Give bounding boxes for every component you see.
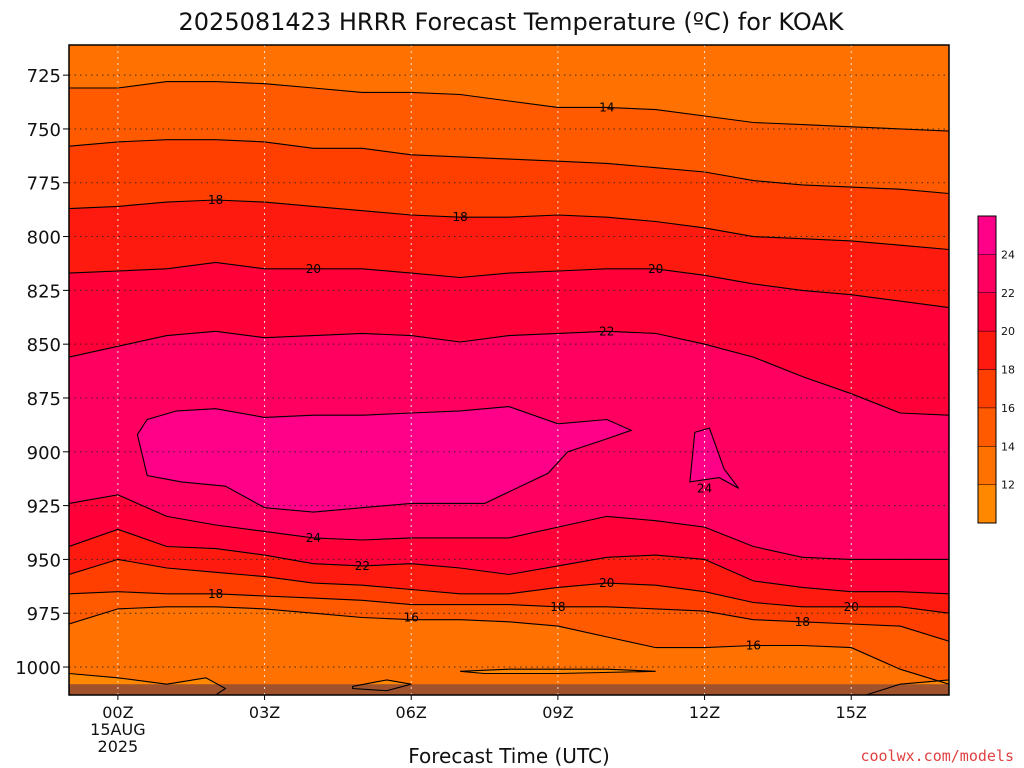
- ground-surface: [69, 684, 949, 695]
- y-tick-label: 875: [27, 389, 61, 410]
- contour-line: [460, 668, 656, 675]
- x-tick-label: 00Z: [102, 703, 133, 722]
- contour-line: [69, 606, 949, 685]
- contour-line: [136, 406, 633, 513]
- contour-label: 16: [404, 611, 419, 625]
- colorbar-label: 18: [1001, 364, 1015, 377]
- y-tick-label: 725: [27, 66, 61, 87]
- y-axis: 725 750 775 800 825 850 875 900 925 950 975 1000: [15, 66, 69, 679]
- contour-label: 20: [844, 600, 859, 614]
- contour-lines: [69, 81, 949, 695]
- contour-line: [69, 139, 949, 195]
- contour-line: [689, 427, 740, 489]
- y-tick-label: 900: [27, 443, 61, 464]
- contour-label: 16: [746, 638, 761, 652]
- contour-label: 14: [599, 100, 614, 114]
- y-tick-label: 975: [27, 604, 61, 625]
- contour-label: 22: [599, 324, 614, 338]
- contour-line: [69, 558, 949, 614]
- x-tick-label: 09Z: [542, 703, 573, 722]
- temp-band: [69, 606, 949, 695]
- grid-lines: [69, 45, 949, 695]
- contour-label: 18: [208, 587, 223, 601]
- y-tick-label: 1000: [15, 658, 61, 679]
- colorbar-segment: [978, 331, 996, 370]
- y-tick-label: 825: [27, 281, 61, 302]
- credit-text: coolwx.com/models: [860, 747, 1014, 765]
- contour-line: [69, 528, 949, 595]
- contour-label: 24: [306, 531, 321, 545]
- colorbar-segment: [978, 484, 996, 524]
- x-axis-label: Forecast Time (UTC): [408, 744, 610, 768]
- colorbar-label: 24: [1001, 248, 1015, 261]
- contour-label: 22: [355, 559, 370, 573]
- temp-pocket: [137, 406, 632, 513]
- colorbar-segment: [978, 369, 996, 409]
- y-tick-label: 950: [27, 550, 61, 571]
- colorbar-segment: [978, 216, 996, 255]
- colorbar-segment: [978, 446, 996, 486]
- temp-pocket: [689, 428, 739, 489]
- y-tick-label: 800: [27, 228, 61, 249]
- contour-line: [69, 494, 949, 560]
- plot-frame: [68, 44, 950, 696]
- temp-pocket: [460, 669, 656, 674]
- contour-line: [69, 81, 949, 132]
- contour-label: 18: [452, 210, 467, 224]
- colorbar-label: 20: [1001, 325, 1015, 338]
- colorbar-segment: [978, 407, 996, 447]
- contour-line: [865, 679, 949, 695]
- colorbar-label: 12: [1001, 479, 1015, 492]
- colorbar-segment: [978, 292, 996, 332]
- contour-label: 18: [208, 193, 223, 207]
- plot-area: [69, 45, 949, 695]
- contour-labels: 14 18 18 20 20 22 24 24 22 20 20 18 18 18 16 16: [208, 100, 859, 652]
- x-tick-label: 06Z: [396, 703, 427, 722]
- x-tick-label: 15Z: [836, 703, 867, 722]
- contour-label: 20: [306, 262, 321, 276]
- colorbar-label: 16: [1001, 402, 1015, 415]
- contour-line: [69, 672, 227, 695]
- contour-line: [69, 199, 949, 251]
- colorbar-label: 14: [1001, 440, 1015, 453]
- y-tick-label: 850: [27, 335, 61, 356]
- contour-line: [69, 591, 949, 642]
- contour-line: [69, 330, 949, 416]
- contour-label: 24: [697, 481, 712, 495]
- y-tick-label: 750: [27, 120, 61, 141]
- colorbar-segment: [978, 254, 996, 294]
- colorbar-label: 22: [1001, 287, 1015, 300]
- colorbar: 12 14 16 18 20 22 24: [977, 215, 1015, 524]
- contour-line: [69, 261, 949, 309]
- chart-title: 2025081423 HRRR Forecast Temperature (ºC…: [179, 8, 845, 36]
- y-tick-label: 775: [27, 174, 61, 195]
- contour-label: 20: [599, 576, 614, 590]
- contour-label: 18: [550, 600, 565, 614]
- y-tick-label: 925: [27, 497, 61, 518]
- x-tick-label: 03Z: [249, 703, 280, 722]
- contour-label: 18: [795, 615, 810, 629]
- contour-label: 20: [648, 262, 663, 276]
- contour-line: [352, 679, 412, 692]
- x-year-label: 2025: [98, 737, 139, 756]
- x-date-label: 15AUG: [90, 720, 145, 739]
- x-tick-label: 12Z: [689, 703, 720, 722]
